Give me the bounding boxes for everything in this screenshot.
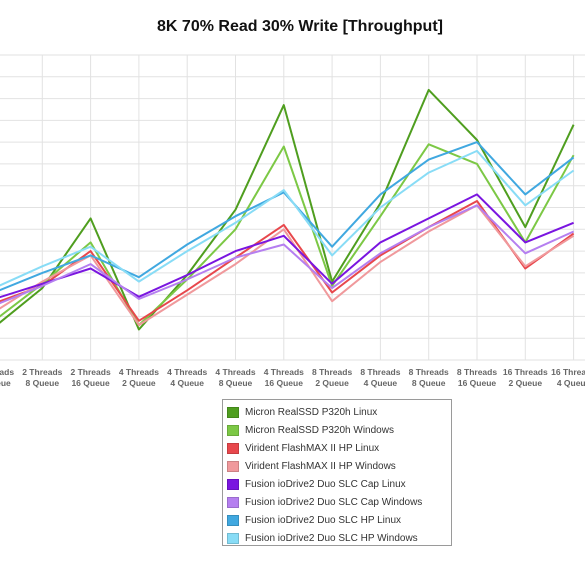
series-line-7	[0, 149, 575, 287]
series-line-1	[0, 143, 575, 327]
x-tick-label: 8 Queue	[219, 378, 253, 388]
legend-label: Micron RealSSD P320h Linux	[245, 406, 378, 418]
x-tick-label: 16 Threads	[551, 367, 585, 377]
x-tick-label: 8 Threads	[360, 367, 400, 377]
x-tick-label: 4 Threads	[215, 367, 255, 377]
x-tick-label: 2 Queue	[509, 378, 543, 388]
legend-item: Virident FlashMAX II HP Windows	[223, 457, 451, 475]
series-lines	[0, 88, 575, 331]
x-tick-label: 8 Threads	[457, 367, 497, 377]
legend-swatch	[227, 424, 239, 436]
x-tick-label: 4 Queue	[0, 378, 11, 388]
series-line-0	[0, 88, 575, 331]
legend-swatch	[227, 442, 239, 454]
x-tick-label: 2 Queue	[315, 378, 349, 388]
series-line-4	[0, 193, 574, 299]
series-line-6	[0, 141, 575, 292]
legend-swatch	[227, 460, 239, 472]
legend-label: Micron RealSSD P320h Windows	[245, 424, 394, 436]
x-tick-label: 2 Threads	[0, 367, 14, 377]
legend-swatch	[227, 496, 239, 508]
legend-item: Fusion ioDrive2 Duo SLC Cap Linux	[223, 475, 451, 493]
legend-swatch	[227, 478, 239, 490]
legend-label: Virident FlashMAX II HP Windows	[245, 460, 396, 472]
legend-item: Fusion ioDrive2 Duo SLC Cap Windows	[223, 493, 451, 511]
x-tick-label: 4 Queue	[364, 378, 398, 388]
legend-swatch	[227, 406, 239, 418]
legend-item: Fusion ioDrive2 Duo SLC HP Windows	[223, 529, 451, 547]
x-tick-label: 4 Threads	[167, 367, 207, 377]
series-line-5	[0, 204, 575, 305]
x-tick-label: 4 Threads	[119, 367, 159, 377]
legend-label: Fusion ioDrive2 Duo SLC Cap Windows	[245, 496, 423, 508]
legend-label: Virident FlashMAX II HP Linux	[245, 442, 380, 454]
legend-swatch	[227, 532, 239, 544]
legend-label: Fusion ioDrive2 Duo SLC Cap Linux	[245, 478, 406, 490]
series-line-2	[0, 200, 575, 322]
x-tick-label: 16 Queue	[458, 378, 497, 388]
x-tick-label: 4 Queue	[557, 378, 585, 388]
legend-swatch	[227, 514, 239, 526]
x-tick-label: 2 Threads	[22, 367, 62, 377]
grid	[0, 54, 585, 361]
legend: Micron RealSSD P320h Linux Micron RealSSD…	[222, 399, 452, 546]
x-tick-label: 8 Queue	[26, 378, 60, 388]
x-tick-label: 8 Queue	[412, 378, 446, 388]
x-tick-label: 16 Threads	[503, 367, 548, 377]
legend-item: Micron RealSSD P320h Windows	[223, 421, 451, 439]
legend-item: Fusion ioDrive2 Duo SLC HP Linux	[223, 511, 451, 529]
x-tick-label: 16 Queue	[265, 378, 304, 388]
x-tick-label: 4 Threads	[264, 367, 304, 377]
legend-item: Virident FlashMAX II HP Linux	[223, 439, 451, 457]
x-tick-label: 2 Threads	[71, 367, 111, 377]
legend-label: Fusion ioDrive2 Duo SLC HP Linux	[245, 514, 402, 526]
legend-label: Fusion ioDrive2 Duo SLC HP Windows	[245, 532, 418, 544]
x-tick-label: 2 Queue	[122, 378, 156, 388]
chart-title: 8K 70% Read 30% Write [Throughput]	[157, 18, 443, 35]
x-tick-label: 4 Queue	[170, 378, 204, 388]
x-tick-label: 16 Queue	[71, 378, 110, 388]
x-tick-label: 8 Threads	[409, 367, 449, 377]
x-tick-label: 8 Threads	[312, 367, 352, 377]
legend-item: Micron RealSSD P320h Linux	[223, 403, 451, 421]
